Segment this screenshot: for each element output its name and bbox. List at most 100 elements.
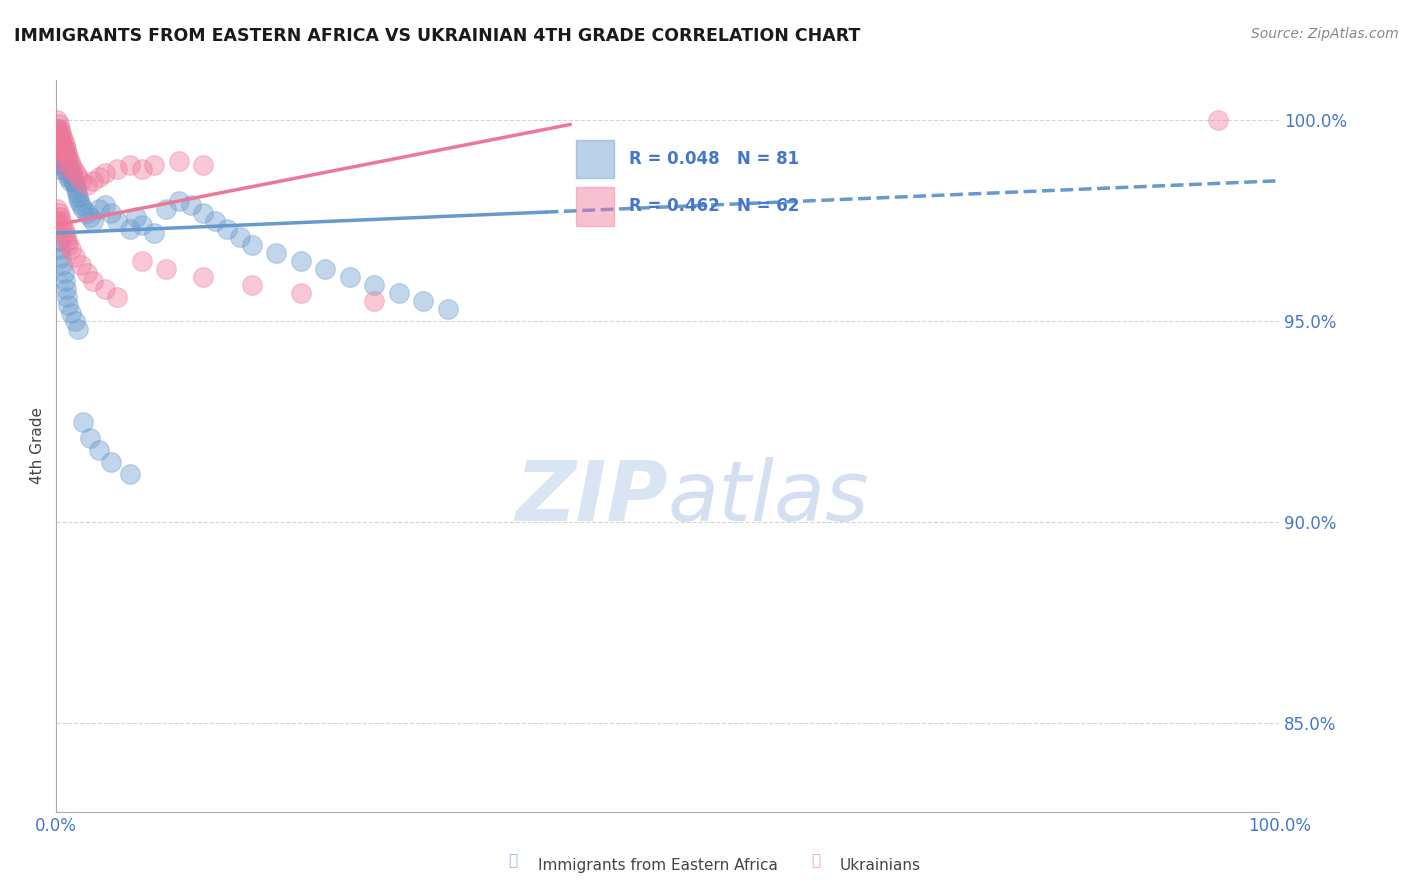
Point bbox=[48, 150, 70, 164]
Point bbox=[58, 238, 80, 252]
Point bbox=[59, 242, 82, 256]
Point bbox=[49, 137, 72, 152]
Point bbox=[52, 142, 75, 156]
Point bbox=[52, 134, 75, 148]
Point bbox=[107, 290, 129, 304]
Point bbox=[191, 206, 214, 220]
Point bbox=[167, 153, 190, 168]
Point bbox=[51, 137, 73, 152]
Point bbox=[48, 126, 70, 140]
Point bbox=[79, 210, 101, 224]
Point bbox=[55, 282, 77, 296]
Point bbox=[266, 246, 288, 260]
Point bbox=[48, 118, 70, 132]
Point bbox=[1206, 113, 1229, 128]
FancyBboxPatch shape bbox=[576, 186, 614, 226]
Point bbox=[49, 134, 72, 148]
Point bbox=[56, 153, 79, 168]
Point bbox=[314, 262, 336, 277]
Point bbox=[72, 202, 94, 216]
Point bbox=[63, 178, 86, 192]
Point bbox=[118, 222, 141, 236]
Point bbox=[49, 145, 72, 160]
Point bbox=[363, 294, 385, 309]
Point bbox=[49, 250, 72, 264]
Point bbox=[56, 166, 79, 180]
Point bbox=[52, 153, 75, 168]
Point bbox=[58, 161, 80, 176]
Point bbox=[67, 169, 90, 184]
Point bbox=[204, 214, 226, 228]
Point bbox=[240, 238, 263, 252]
Point bbox=[56, 234, 79, 248]
Point bbox=[76, 266, 98, 280]
Point bbox=[131, 161, 153, 176]
Point bbox=[388, 286, 411, 301]
Point bbox=[53, 145, 76, 160]
Point bbox=[94, 198, 117, 212]
Text: Source: ZipAtlas.com: Source: ZipAtlas.com bbox=[1251, 27, 1399, 41]
Text: Immigrants from Eastern Africa: Immigrants from Eastern Africa bbox=[538, 858, 779, 872]
Point bbox=[49, 129, 72, 144]
Point bbox=[69, 174, 91, 188]
Point bbox=[65, 182, 87, 196]
Point bbox=[180, 198, 202, 212]
Point bbox=[52, 222, 75, 236]
Point bbox=[143, 158, 166, 172]
Point bbox=[58, 298, 80, 312]
Point bbox=[53, 226, 76, 240]
Text: IMMIGRANTS FROM EASTERN AFRICA VS UKRAINIAN 4TH GRADE CORRELATION CHART: IMMIGRANTS FROM EASTERN AFRICA VS UKRAIN… bbox=[14, 27, 860, 45]
Point bbox=[51, 218, 73, 232]
Point bbox=[72, 415, 94, 429]
Point bbox=[58, 150, 80, 164]
Point bbox=[87, 443, 110, 458]
Point bbox=[49, 242, 72, 256]
Point bbox=[49, 214, 72, 228]
Point bbox=[82, 214, 104, 228]
Point bbox=[339, 270, 361, 285]
Point bbox=[59, 174, 82, 188]
Point bbox=[55, 161, 77, 176]
Point bbox=[412, 294, 434, 309]
Point bbox=[52, 266, 75, 280]
Point bbox=[290, 254, 312, 268]
Point bbox=[58, 169, 80, 184]
Point bbox=[51, 153, 73, 168]
Point bbox=[118, 158, 141, 172]
FancyBboxPatch shape bbox=[576, 139, 614, 178]
Point bbox=[82, 174, 104, 188]
Point bbox=[51, 129, 73, 144]
Point bbox=[55, 142, 77, 156]
Point bbox=[76, 206, 98, 220]
Point bbox=[69, 258, 91, 272]
Text: ⬜: ⬜ bbox=[811, 854, 820, 868]
Point bbox=[87, 202, 110, 216]
Point bbox=[46, 202, 69, 216]
Point bbox=[51, 258, 73, 272]
Point bbox=[60, 169, 83, 184]
Point bbox=[143, 226, 166, 240]
Point bbox=[107, 214, 129, 228]
Point bbox=[191, 158, 214, 172]
Point bbox=[69, 198, 91, 212]
Point bbox=[100, 455, 122, 469]
Point bbox=[49, 134, 72, 148]
Point bbox=[94, 282, 117, 296]
Point bbox=[59, 158, 82, 172]
Text: ⬜: ⬜ bbox=[509, 854, 517, 868]
Point bbox=[49, 158, 72, 172]
Point bbox=[363, 278, 385, 293]
Point bbox=[63, 250, 86, 264]
Text: atlas: atlas bbox=[668, 457, 869, 538]
Point bbox=[55, 150, 77, 164]
Point bbox=[240, 278, 263, 293]
Point bbox=[48, 206, 70, 220]
Text: Ukrainians: Ukrainians bbox=[839, 858, 921, 872]
Point bbox=[49, 126, 72, 140]
Point bbox=[167, 194, 190, 208]
Point bbox=[46, 121, 69, 136]
Point bbox=[62, 174, 84, 188]
Point bbox=[107, 161, 129, 176]
Text: R = 0.462   N = 62: R = 0.462 N = 62 bbox=[628, 197, 800, 215]
Point bbox=[125, 210, 148, 224]
